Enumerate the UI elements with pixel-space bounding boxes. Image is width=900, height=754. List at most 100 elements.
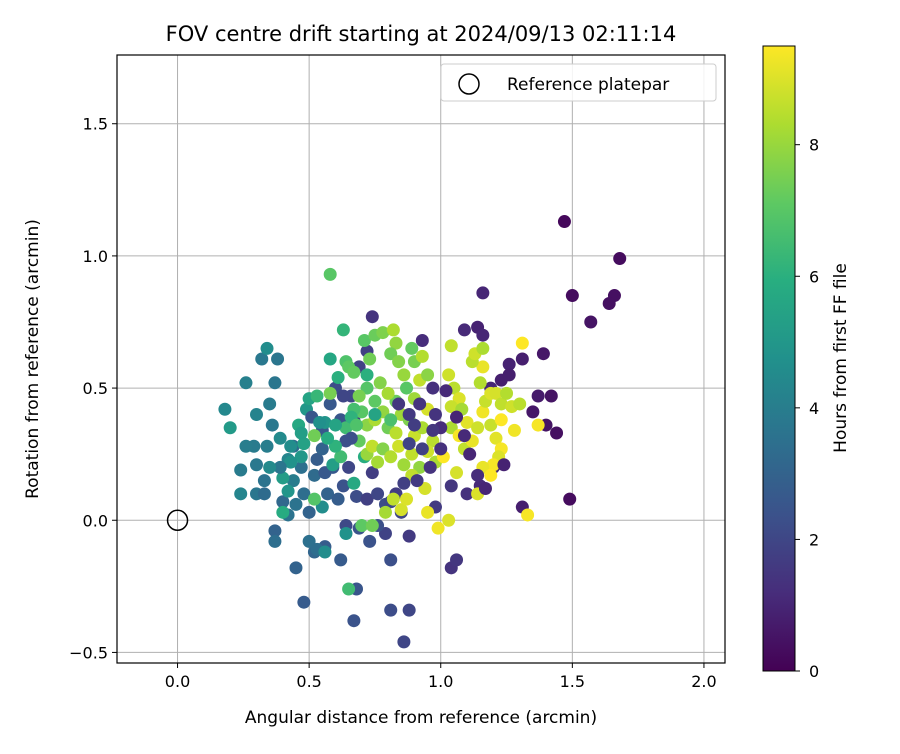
data-point — [531, 389, 545, 403]
data-point — [313, 415, 327, 429]
data-point — [473, 376, 487, 390]
data-point — [239, 376, 253, 390]
data-point — [286, 474, 300, 488]
data-point — [476, 341, 490, 355]
data-point — [415, 349, 429, 363]
y-axis-ticks: −0.5 0.0 0.5 1.0 1.5 — [69, 115, 117, 662]
data-point — [515, 352, 529, 366]
data-point — [544, 389, 558, 403]
data-point — [452, 392, 466, 406]
data-point — [263, 397, 277, 411]
data-point — [323, 267, 337, 281]
data-point — [444, 479, 458, 493]
data-point — [421, 505, 435, 519]
data-point — [521, 508, 535, 522]
data-point — [602, 296, 616, 310]
data-point — [373, 376, 387, 390]
data-point — [289, 497, 303, 511]
data-point — [536, 347, 550, 361]
data-point — [307, 468, 321, 482]
data-point — [315, 500, 329, 514]
data-point — [400, 381, 414, 395]
data-point — [371, 455, 385, 469]
data-point — [407, 418, 421, 432]
data-point — [331, 371, 345, 385]
data-point — [336, 479, 350, 493]
data-point — [444, 339, 458, 353]
data-point — [268, 524, 282, 538]
data-point — [257, 487, 271, 501]
data-point — [397, 476, 411, 490]
data-point — [565, 289, 579, 303]
data-point — [413, 397, 427, 411]
data-point — [223, 421, 237, 435]
data-point — [331, 492, 345, 506]
x-axis-ticks: 0.0 0.5 1.0 1.5 2.0 — [165, 663, 717, 691]
data-point — [463, 447, 477, 461]
data-point — [476, 328, 490, 342]
data-point — [378, 505, 392, 519]
legend-box — [440, 63, 717, 102]
y-tick-label: −0.5 — [69, 643, 108, 662]
data-point — [360, 381, 374, 395]
data-point — [289, 561, 303, 575]
legend-open-circle-marker — [458, 73, 480, 95]
data-point — [365, 519, 379, 533]
data-point — [486, 458, 500, 472]
data-point — [326, 458, 340, 472]
data-point — [260, 341, 274, 355]
data-point — [365, 310, 379, 324]
data-point — [350, 418, 364, 432]
data-point — [450, 466, 464, 480]
data-point — [297, 595, 311, 609]
data-point — [381, 386, 395, 400]
data-point — [526, 405, 540, 419]
data-point — [613, 252, 627, 266]
data-point — [484, 418, 498, 432]
colorbar: 0 2 4 6 8 Hours from first FF file — [762, 45, 851, 681]
data-point — [457, 429, 471, 443]
data-point — [392, 355, 406, 369]
colorbar-tick-label: 4 — [809, 399, 819, 418]
data-point — [336, 389, 350, 403]
data-point — [471, 421, 485, 435]
data-point — [294, 450, 308, 464]
data-point — [265, 418, 279, 432]
data-point — [426, 434, 440, 448]
data-point — [397, 635, 411, 649]
x-tick-label: 1.0 — [428, 672, 453, 691]
data-point — [273, 460, 287, 474]
data-point — [376, 326, 390, 340]
y-tick-label: 1.5 — [83, 115, 108, 134]
data-point — [249, 408, 263, 422]
data-point — [234, 487, 248, 501]
data-point — [360, 368, 374, 382]
data-point — [500, 386, 514, 400]
data-point — [344, 431, 358, 445]
data-point — [328, 439, 342, 453]
data-point — [321, 487, 335, 501]
data-point — [294, 426, 308, 440]
x-tick-label: 0.0 — [165, 672, 190, 691]
data-point — [460, 415, 474, 429]
data-point — [460, 487, 474, 501]
colorbar-tick-label: 8 — [809, 136, 819, 155]
data-point — [405, 447, 419, 461]
data-point — [384, 413, 398, 427]
data-point — [281, 484, 295, 498]
data-point — [323, 397, 337, 411]
data-point — [336, 323, 350, 337]
data-point — [418, 482, 432, 496]
data-point — [234, 463, 248, 477]
data-point — [439, 384, 453, 398]
data-point — [400, 492, 414, 506]
data-point — [392, 439, 406, 453]
data-point — [365, 439, 379, 453]
data-point — [342, 460, 356, 474]
legend-label: Reference platepar — [507, 75, 669, 95]
data-point — [513, 397, 527, 411]
data-point — [397, 458, 411, 472]
data-point — [502, 357, 516, 371]
data-point — [402, 529, 416, 543]
x-tick-label: 1.5 — [560, 672, 585, 691]
